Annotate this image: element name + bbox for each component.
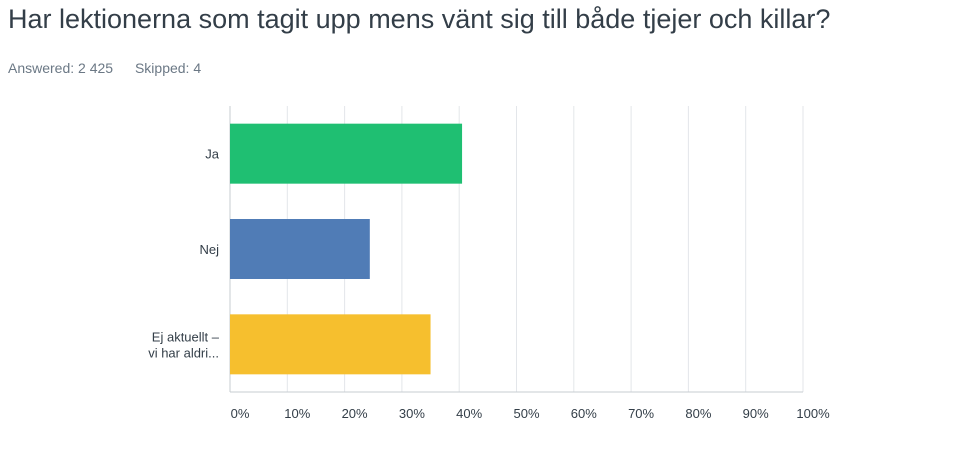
x-tick-label: 40% (456, 406, 482, 421)
x-tick-label: 20% (342, 406, 368, 421)
x-tick-label: 50% (513, 406, 539, 421)
category-label: vi har aldri... (148, 345, 219, 360)
category-label: Nej (199, 242, 219, 257)
x-tick-label: 70% (628, 406, 654, 421)
x-tick-label: 10% (284, 406, 310, 421)
bar (230, 123, 463, 184)
x-tick-label: 0% (231, 406, 250, 421)
skipped-count: Skipped: 4 (134, 60, 202, 76)
x-tick-label: 60% (571, 406, 597, 421)
x-tick-label: 90% (743, 406, 769, 421)
bar (230, 219, 370, 279)
response-stats: Answered: 2 425 Skipped: 4 (8, 60, 219, 76)
question-title: Har lektionerna som tagit upp mens vänt … (8, 4, 831, 34)
category-label: Ej aktuellt – (152, 329, 220, 344)
x-tick-label: 80% (685, 406, 711, 421)
bar (230, 314, 431, 375)
answered-count: Answered: 2 425 (8, 60, 114, 76)
category-label: Ja (205, 147, 220, 162)
x-tick-label: 30% (399, 406, 425, 421)
x-tick-label: 100% (796, 406, 830, 421)
